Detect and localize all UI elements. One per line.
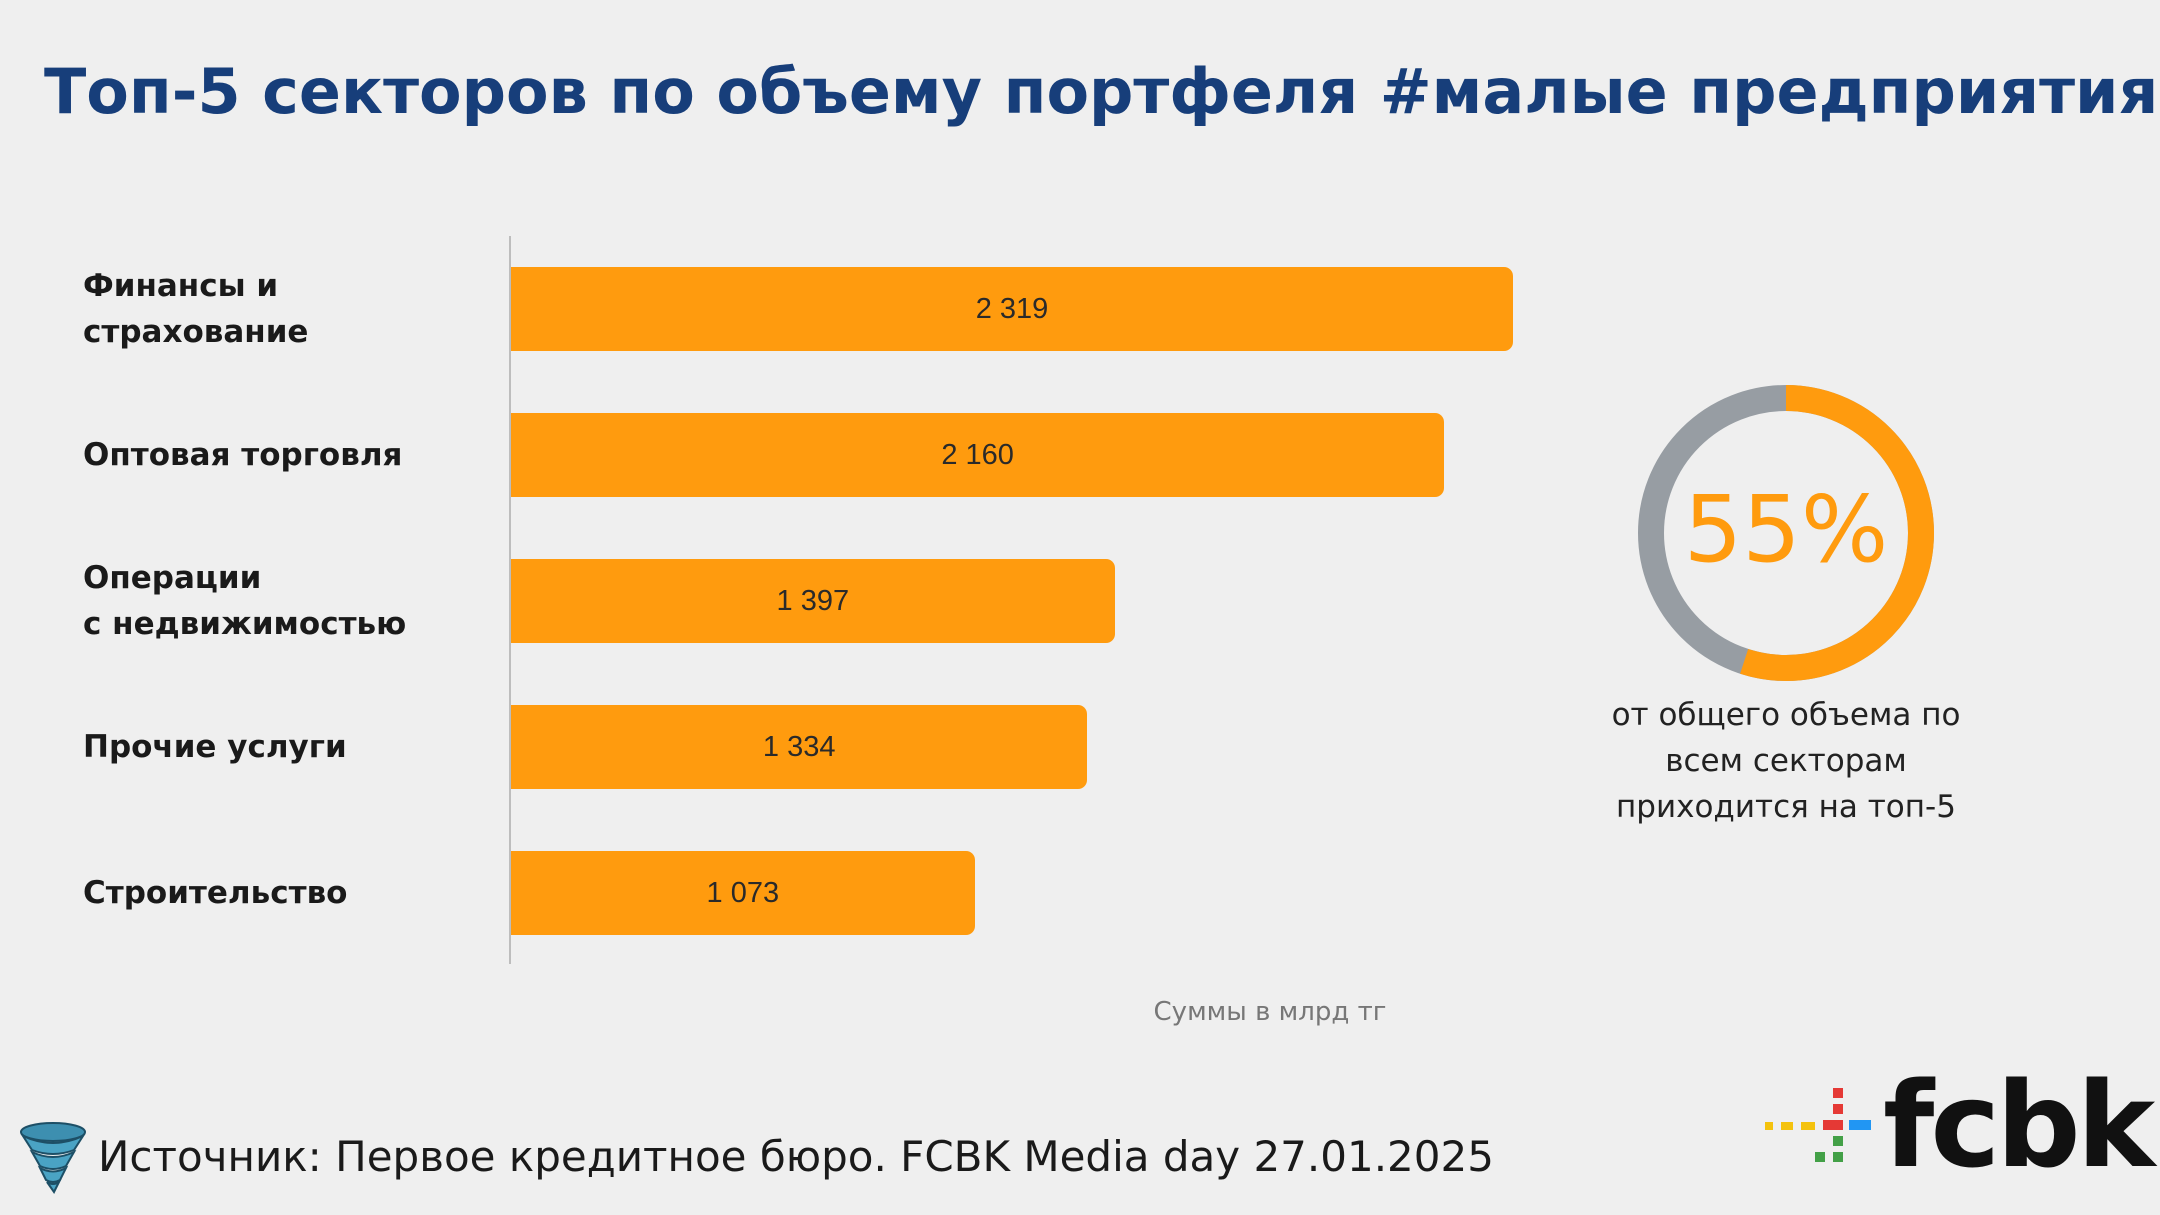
share-donut-chart [1638,385,1934,681]
page-title: Топ-5 секторов по объему портфеля #малые… [44,55,2159,128]
fcbk-logo-mark [1765,1088,1871,1162]
bar-value-label: 2 319 [975,293,1049,325]
category-label: Строительство [83,870,347,916]
bar [511,851,975,935]
category-label-line: Операции [83,560,262,596]
donut-caption-line: от общего объема по [1611,697,1961,733]
source-note: Источник: Первое кредитное бюро. FCBK Me… [98,1132,1494,1181]
units-note: Суммы в млрд тг [1153,997,1387,1027]
category-label-line: страхование [83,314,309,350]
bar [511,705,1088,789]
category-label-line: Прочие услуги [83,729,347,765]
y-axis-line [509,236,511,964]
donut-caption-line: приходится на топ-5 [1616,789,1956,825]
category-label-line: Финансы и [83,268,279,304]
category-label: Оптовая торговля [83,432,402,478]
category-label: Финансы и страхование [83,263,308,355]
donut-share-arc [1638,385,1934,681]
category-label: Прочие услуги [83,724,347,770]
bar [511,559,1115,643]
category-label: Операции с недвижимостью [83,555,406,647]
tornado-icon [20,1122,86,1194]
donut-caption-line: всем секторам [1665,743,1907,779]
bar [511,267,1513,351]
bar-value-label: 1 073 [706,877,780,909]
donut-caption: от общего объема по всем секторам приход… [1566,692,2006,830]
donut-percent-label: 55% [1683,476,1889,583]
category-label-line: Оптовая торговля [83,437,403,473]
fcbk-logo-text: fcbk [1883,1056,2155,1194]
bar-value-label: 1 397 [776,585,850,617]
category-label-line: с недвижимостью [83,606,407,642]
bar-value-label: 1 334 [762,731,836,763]
bar-value-label: 2 160 [941,439,1014,471]
category-label-line: Строительство [83,875,348,911]
bar [511,413,1445,497]
